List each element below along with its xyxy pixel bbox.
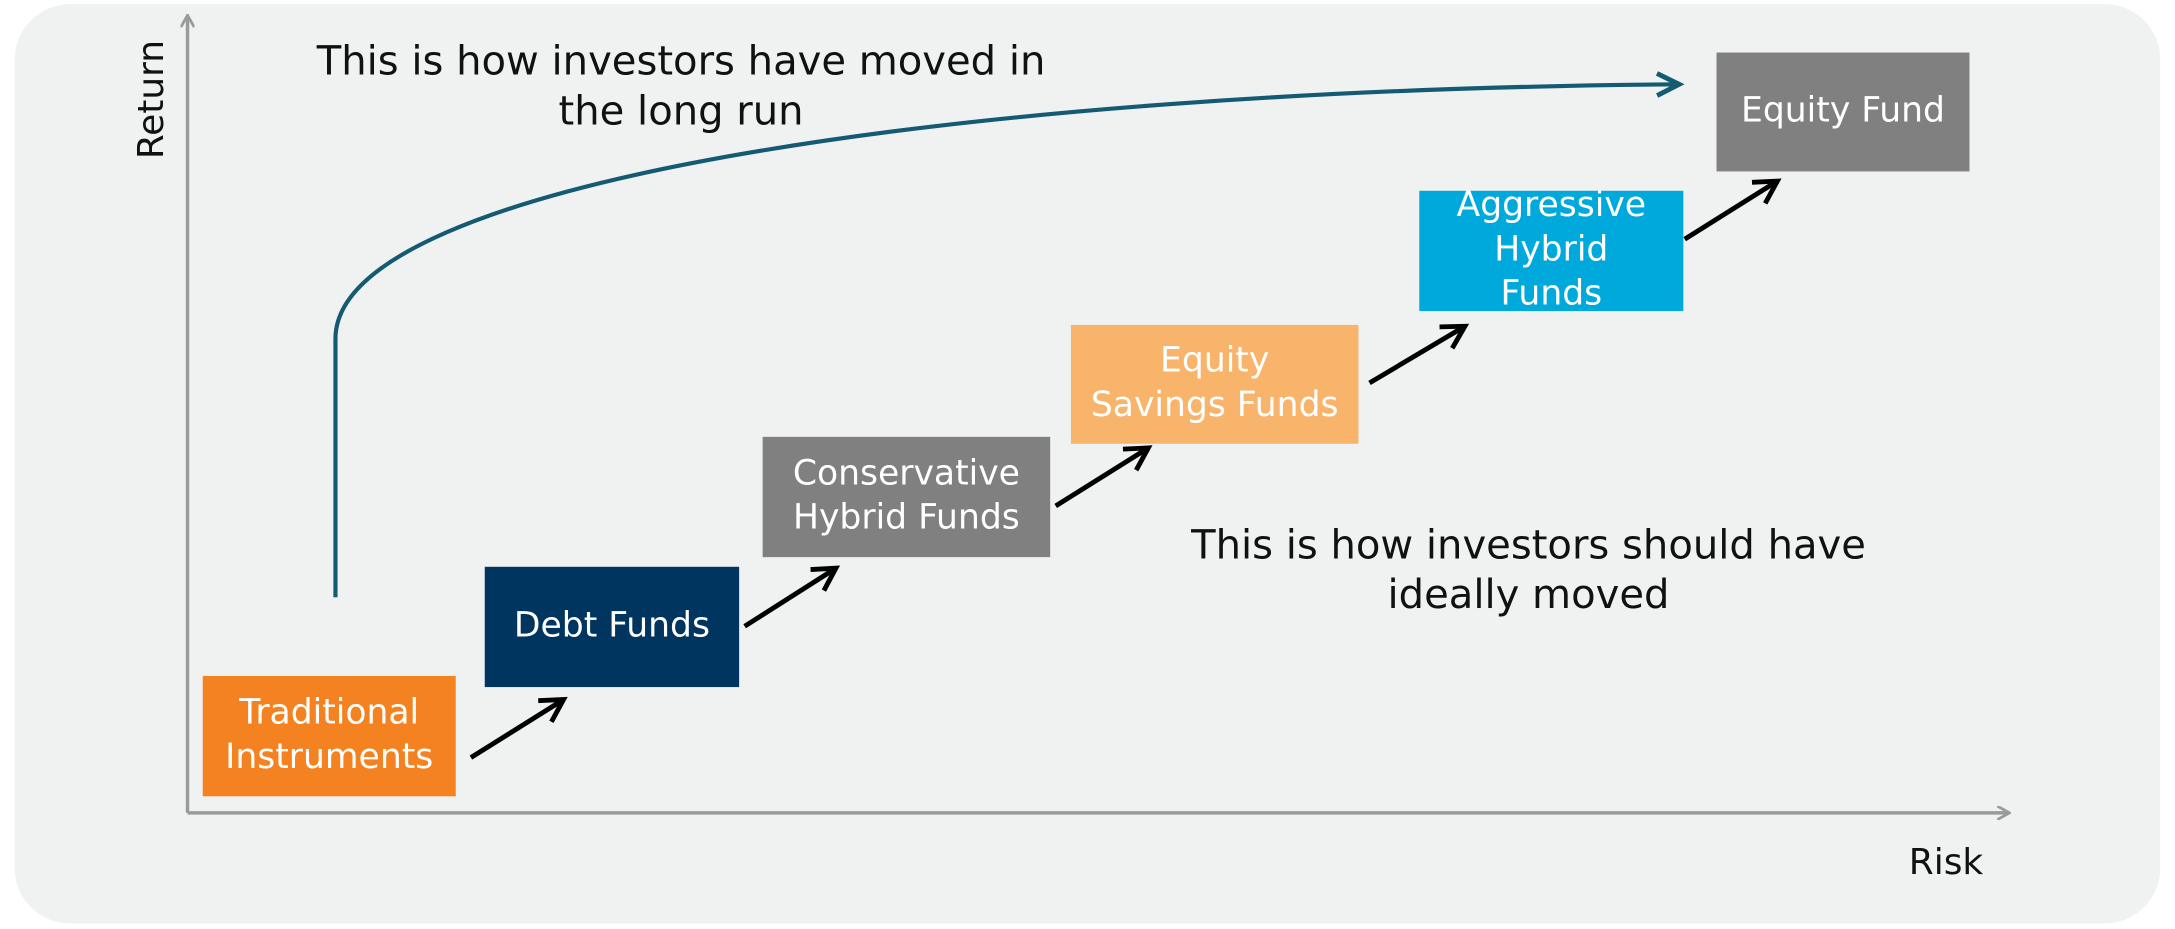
fund-label: Equity [1160,341,1269,381]
annotation: ideally moved [1388,572,1670,618]
fund-box [762,436,1051,558]
step-arrow [743,565,841,629]
y-axis-label: Return [131,40,172,159]
x-axis-label: Risk [1909,842,1984,883]
fund-box [484,566,740,688]
annotation: This is how investors should have [1190,522,1866,568]
fund-label: Savings Funds [1091,385,1339,425]
step-arrow [1054,445,1153,509]
fund-label: Equity Fund [1741,90,1945,130]
step-arrow [469,696,568,760]
fund-label: Instruments [225,737,433,777]
annotation: the long run [559,88,804,134]
step-arrow [1683,178,1782,242]
fund-box [202,676,456,797]
fund-box [1070,324,1359,444]
fund-label: Debt Funds [514,605,710,645]
fund-box [1419,190,1684,312]
fund-label: Hybrid [1494,229,1608,269]
fund-label: Aggressive [1457,185,1646,225]
annotation: This is how investors have moved in [316,39,1046,85]
fund-label: Traditional [238,693,419,733]
step-arrows [469,178,1782,760]
fund-label: Hybrid Funds [793,498,1020,538]
fund-label: Funds [1500,274,1602,314]
fund-label: Conservative [793,453,1020,493]
actual-path-arrow [333,71,1685,598]
fund-box [1716,52,1970,172]
step-arrow [1368,323,1470,386]
